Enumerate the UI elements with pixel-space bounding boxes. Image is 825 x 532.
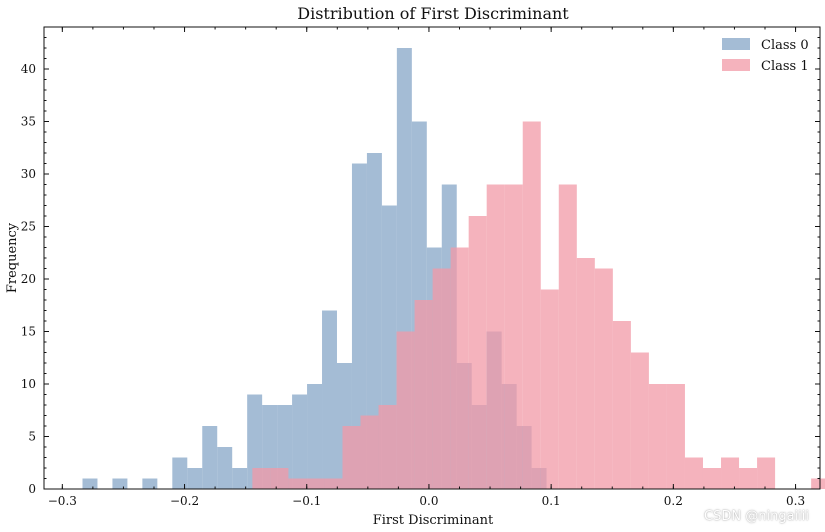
x-tick-label: 0.3 <box>786 494 805 508</box>
x-tick-label: −0.1 <box>292 494 321 508</box>
y-tick-label: 30 <box>21 167 36 181</box>
bar-class-1-bin-31 <box>811 478 825 489</box>
bar-class-1-bin-11 <box>450 247 469 489</box>
bar-class-1-bin-0 <box>252 468 271 489</box>
bar-class-1-bin-12 <box>468 216 487 489</box>
y-tick-label: 20 <box>21 272 36 286</box>
bar-class-1-bin-15 <box>522 121 541 489</box>
bar-class-1-bin-7 <box>378 405 397 489</box>
bar-class-1-bin-26 <box>721 457 740 489</box>
bar-class-1-bin-16 <box>540 289 559 489</box>
y-axis-label: Frequency <box>5 222 20 293</box>
bar-class-0-bin-9 <box>217 447 233 489</box>
bar-class-1-bin-20 <box>612 321 631 489</box>
bar-class-1-bin-4 <box>324 478 343 489</box>
series-class-1-bars <box>252 121 825 489</box>
bar-class-0-bin-2 <box>112 478 128 489</box>
bar-class-1-bin-5 <box>342 426 361 489</box>
bar-class-0-bin-16 <box>322 310 337 489</box>
y-tick-label: 10 <box>21 377 36 391</box>
bar-class-1-bin-3 <box>306 478 325 489</box>
bar-class-1-bin-22 <box>648 384 667 489</box>
legend: Class 0 Class 1 <box>722 38 809 74</box>
bar-class-1-bin-28 <box>757 457 776 489</box>
x-axis-label: First Discriminant <box>373 513 494 528</box>
y-tick-label: 0 <box>28 482 36 496</box>
bar-class-1-bin-27 <box>739 468 758 489</box>
x-tick-label: −0.3 <box>48 494 77 508</box>
bar-class-0-bin-6 <box>172 457 188 489</box>
x-tick-label: 0.1 <box>542 494 561 508</box>
y-tick-label: 5 <box>28 430 36 444</box>
bar-class-1-bin-23 <box>666 384 685 489</box>
bar-class-1-bin-18 <box>576 258 595 489</box>
bar-class-0-bin-15 <box>307 384 323 489</box>
bar-class-1-bin-17 <box>558 184 577 489</box>
chart-title: Distribution of First Discriminant <box>297 4 569 23</box>
bar-class-1-bin-13 <box>486 184 505 489</box>
bar-class-0-bin-19 <box>366 153 382 489</box>
bar-class-0-bin-18 <box>351 163 367 489</box>
x-tick-label: 0.2 <box>664 494 683 508</box>
y-tick-label: 15 <box>21 325 36 339</box>
bar-class-0-bin-4 <box>142 478 158 489</box>
bar-class-1-bin-1 <box>270 468 289 489</box>
bar-class-1-bin-24 <box>684 457 703 489</box>
legend-label-class-0: Class 0 <box>761 38 809 53</box>
x-axis-ticks: −0.3 −0.2 −0.1 0.0 0.1 0.2 0.3 <box>48 27 805 508</box>
bar-class-1-bin-8 <box>396 331 415 489</box>
bar-class-1-bin-14 <box>504 184 523 489</box>
bar-class-1-bin-9 <box>414 300 433 489</box>
bar-class-0-bin-0 <box>82 478 98 489</box>
bar-class-0-bin-11 <box>247 394 263 489</box>
bar-class-0-bin-14 <box>292 394 308 489</box>
legend-swatch-class-0 <box>722 38 750 50</box>
bar-class-1-bin-2 <box>288 478 307 489</box>
y-axis-ticks: 0 5 10 15 20 25 30 35 40 <box>21 37 820 496</box>
x-tick-label: 0.0 <box>419 494 438 508</box>
y-tick-label: 25 <box>21 220 36 234</box>
bar-class-1-bin-6 <box>360 415 379 489</box>
bar-class-0-bin-8 <box>202 426 218 489</box>
bar-class-1-bin-10 <box>432 268 451 489</box>
legend-swatch-class-1 <box>722 59 750 71</box>
watermark-text: CSDN @ningaiiii <box>704 509 809 524</box>
bar-class-0-bin-7 <box>187 468 203 489</box>
bar-class-1-bin-19 <box>594 268 613 489</box>
bar-class-1-bin-25 <box>702 468 722 489</box>
bar-class-0-bin-10 <box>232 468 248 489</box>
y-tick-label: 35 <box>21 115 36 129</box>
legend-label-class-1: Class 1 <box>761 59 809 74</box>
bar-class-1-bin-21 <box>630 352 649 489</box>
x-tick-label: −0.2 <box>170 494 199 508</box>
y-tick-label: 40 <box>21 62 36 76</box>
